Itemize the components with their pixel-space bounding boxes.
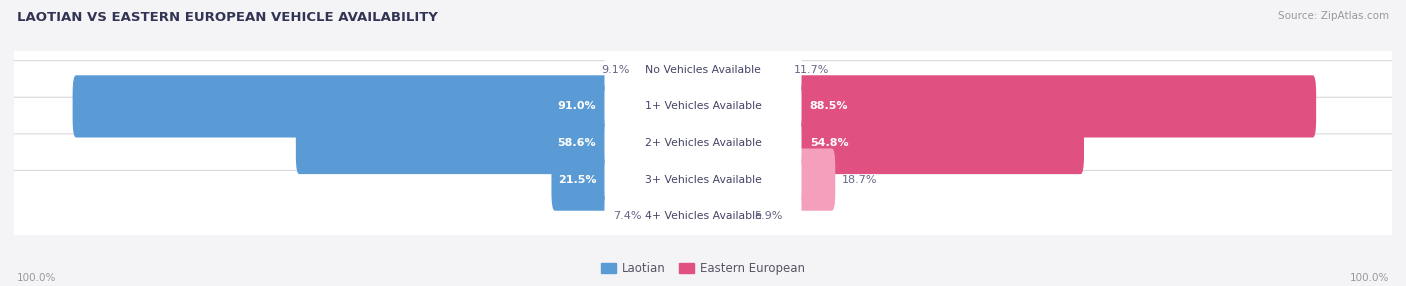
FancyBboxPatch shape: [700, 185, 747, 247]
FancyBboxPatch shape: [605, 194, 801, 239]
Text: 21.5%: 21.5%: [558, 175, 596, 184]
FancyBboxPatch shape: [700, 148, 835, 211]
Text: Source: ZipAtlas.com: Source: ZipAtlas.com: [1278, 11, 1389, 21]
FancyBboxPatch shape: [8, 97, 1398, 189]
FancyBboxPatch shape: [605, 47, 801, 92]
Text: 91.0%: 91.0%: [558, 102, 596, 111]
FancyBboxPatch shape: [700, 112, 1084, 174]
Text: 58.6%: 58.6%: [558, 138, 596, 148]
FancyBboxPatch shape: [700, 39, 787, 101]
Text: 100.0%: 100.0%: [1350, 273, 1389, 283]
FancyBboxPatch shape: [700, 75, 1316, 138]
FancyBboxPatch shape: [648, 185, 706, 247]
FancyBboxPatch shape: [605, 84, 801, 129]
FancyBboxPatch shape: [637, 39, 706, 101]
Text: 88.5%: 88.5%: [810, 102, 848, 111]
FancyBboxPatch shape: [551, 148, 706, 211]
Text: 2+ Vehicles Available: 2+ Vehicles Available: [644, 138, 762, 148]
Text: 3+ Vehicles Available: 3+ Vehicles Available: [644, 175, 762, 184]
Text: 100.0%: 100.0%: [17, 273, 56, 283]
FancyBboxPatch shape: [605, 121, 801, 165]
FancyBboxPatch shape: [8, 170, 1398, 262]
Text: 5.9%: 5.9%: [754, 211, 782, 221]
Text: 9.1%: 9.1%: [602, 65, 630, 75]
FancyBboxPatch shape: [8, 134, 1398, 225]
FancyBboxPatch shape: [73, 75, 706, 138]
Text: LAOTIAN VS EASTERN EUROPEAN VEHICLE AVAILABILITY: LAOTIAN VS EASTERN EUROPEAN VEHICLE AVAI…: [17, 11, 437, 24]
Text: 18.7%: 18.7%: [842, 175, 877, 184]
Text: 7.4%: 7.4%: [613, 211, 641, 221]
FancyBboxPatch shape: [605, 157, 801, 202]
Text: 4+ Vehicles Available: 4+ Vehicles Available: [644, 211, 762, 221]
FancyBboxPatch shape: [8, 24, 1398, 116]
Text: 1+ Vehicles Available: 1+ Vehicles Available: [644, 102, 762, 111]
FancyBboxPatch shape: [295, 112, 706, 174]
Legend: Laotian, Eastern European: Laotian, Eastern European: [596, 257, 810, 280]
FancyBboxPatch shape: [8, 61, 1398, 152]
Text: No Vehicles Available: No Vehicles Available: [645, 65, 761, 75]
Text: 54.8%: 54.8%: [810, 138, 848, 148]
Text: 11.7%: 11.7%: [794, 65, 830, 75]
